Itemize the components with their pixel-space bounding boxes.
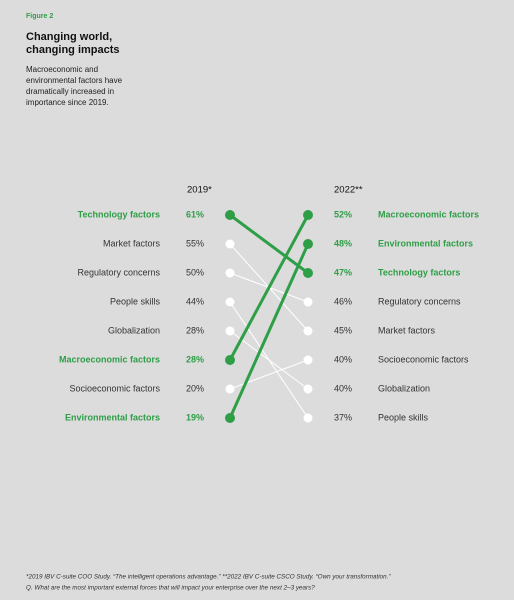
subtitle: dramatically increased in [26,87,114,96]
footnote: Q. What are the most important external … [26,585,315,592]
slope-line [228,214,310,361]
category-label: Regulatory concerns [378,296,461,306]
category-label: Environmental factors [65,412,160,422]
value-label: 44% [186,296,204,306]
value-label: 46% [334,296,352,306]
dot [303,210,313,220]
column-header: 2022** [334,185,363,196]
subtitle: Macroeconomic and [26,65,98,74]
category-label: Globalization [108,325,160,335]
category-label: Technology factors [378,267,460,277]
dot [225,326,235,336]
category-label: Environmental factors [378,238,473,248]
value-label: 28% [186,325,204,335]
dot [225,413,235,423]
subtitle: importance since 2019. [26,98,109,107]
value-label: 50% [186,267,204,277]
dot [303,413,313,423]
column-header: 2019* [187,185,212,196]
dot [303,297,313,307]
value-label: 45% [334,325,352,335]
value-label: 20% [186,383,204,393]
value-label: 52% [334,209,352,219]
value-label: 28% [186,354,204,364]
dot [225,384,235,394]
value-label: 40% [334,383,352,393]
category-label: Market factors [103,238,161,248]
category-label: People skills [378,412,429,422]
figure-label: Figure 2 [26,13,53,20]
slope-line [229,330,309,390]
chart-title: changing impacts [26,44,120,56]
category-label: People skills [110,296,161,306]
category-label: Market factors [378,325,436,335]
value-label: 37% [334,412,352,422]
category-label: Socioeconomic factors [69,383,160,393]
footnote: *2019 IBV C-suite COO Study. “The intell… [26,574,391,581]
category-label: Macroeconomic factors [59,354,160,364]
chart-title: Changing world, [26,31,112,43]
slope-line [228,243,310,419]
dot [303,384,313,394]
slope-line [229,213,309,275]
dot [225,355,235,365]
category-label: Technology factors [78,209,160,219]
value-label: 48% [334,238,352,248]
dot [303,268,313,278]
value-label: 47% [334,267,352,277]
category-label: Regulatory concerns [77,267,160,277]
category-label: Socioeconomic factors [378,354,469,364]
dot [225,210,235,220]
dot [225,297,235,307]
dot [303,355,313,365]
dot [303,326,313,336]
dot [225,239,235,249]
category-label: Macroeconomic factors [378,209,479,219]
slope-line [229,359,309,390]
value-label: 40% [334,354,352,364]
dot [225,268,235,278]
category-label: Globalization [378,383,430,393]
value-label: 61% [186,209,204,219]
value-label: 19% [186,412,204,422]
subtitle: environmental factors have [26,76,123,85]
value-label: 55% [186,238,204,248]
dot [303,239,313,249]
